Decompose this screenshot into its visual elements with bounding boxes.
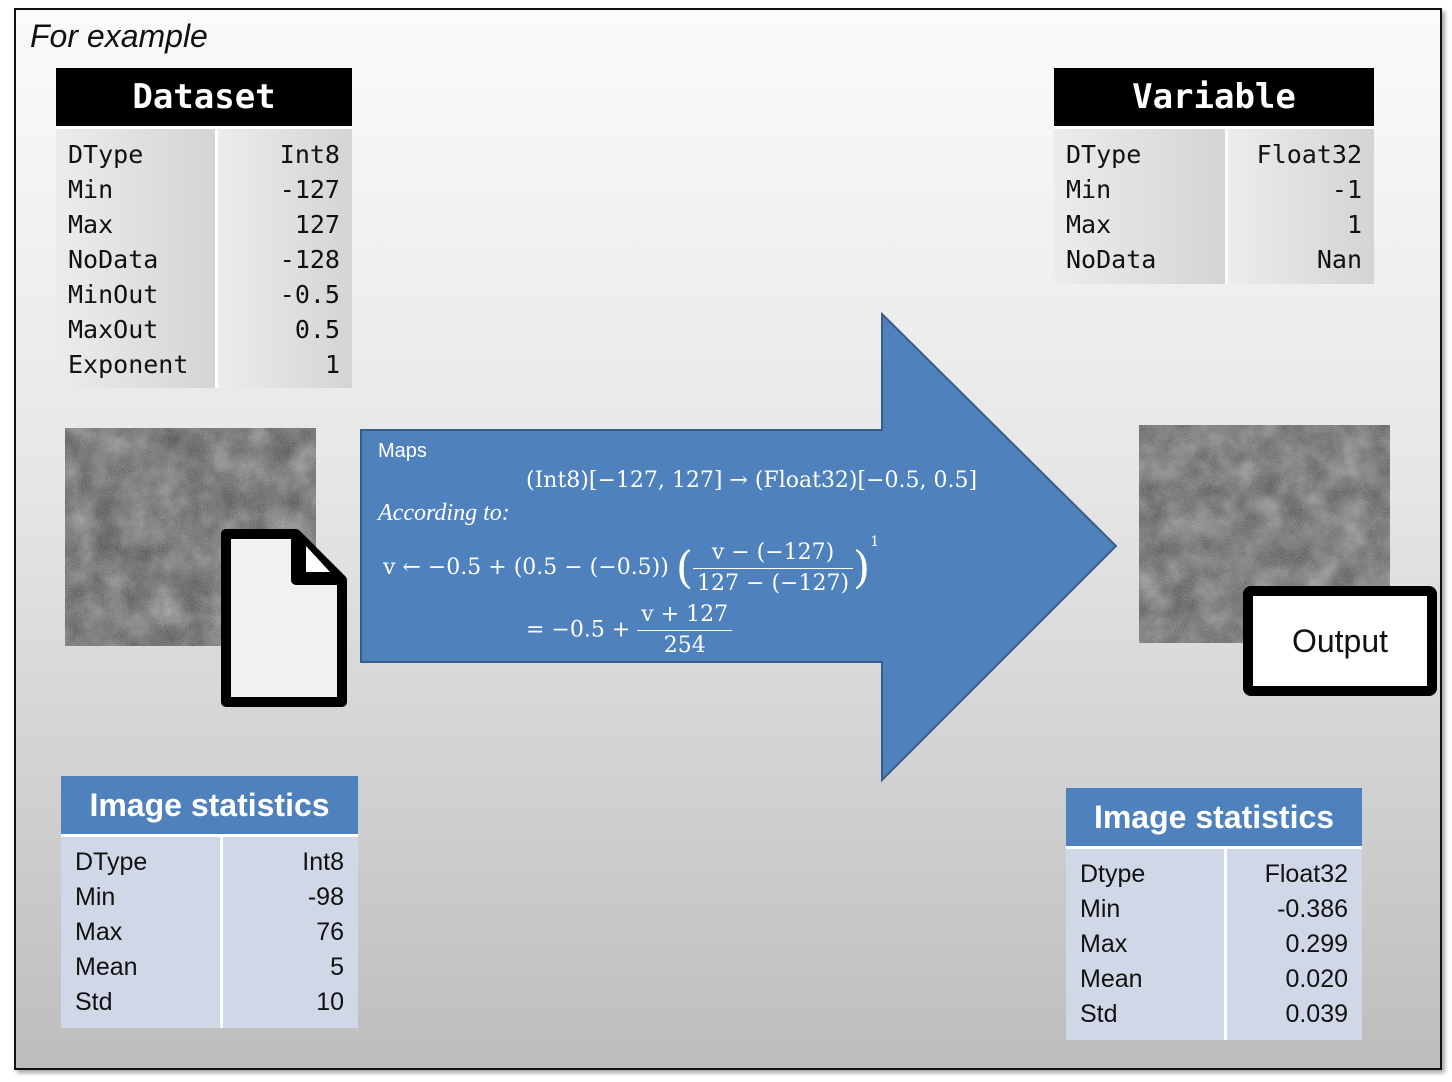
variable-table: Variable DType Min Max NoData Float32 -1 1 Nan: [1054, 68, 1374, 284]
input-stats-keys: DType Min Max Mean Std: [61, 837, 223, 1028]
row-value: 1: [324, 350, 340, 379]
arrow-shape: [360, 311, 1118, 783]
row-value: Float32: [1264, 860, 1348, 888]
equation-1: v ← −0.5 + (0.5 − (−0.5)) (v − (−127) 127…: [383, 534, 879, 599]
eq2-lhs: = −0.5 +: [526, 617, 631, 643]
row-key: MinOut: [68, 280, 159, 309]
row-key: Std: [75, 988, 113, 1016]
row-key: Min: [1080, 895, 1121, 923]
input-stats-values: Int8 -98 76 5 10: [223, 837, 358, 1028]
variable-keys: DType Min Max NoData: [1054, 129, 1228, 284]
row-key: Min: [75, 883, 116, 911]
input-stats-title: Image statistics: [61, 776, 358, 834]
paren-open: (: [675, 542, 694, 594]
row-value: Int8: [279, 140, 340, 169]
equation-2: = −0.5 + v + 127 254: [526, 600, 733, 661]
row-key: Dtype: [1080, 860, 1146, 888]
paren-close: ): [853, 542, 871, 594]
row-key: Min: [68, 175, 114, 204]
row-key: Exponent: [68, 350, 189, 379]
caption: For example: [30, 18, 208, 54]
row-value: -98: [307, 883, 344, 911]
row-key: Max: [68, 210, 114, 239]
row-key: Max: [1080, 930, 1128, 958]
row-key: Min: [1066, 175, 1112, 204]
eq1-exponent: 1: [870, 534, 880, 550]
output-stats-table: Image statistics Dtype Min Max Mean Std Floa…: [1066, 788, 1362, 1040]
variable-title: Variable: [1054, 68, 1374, 126]
eq2-fraction: v + 127 254: [637, 600, 733, 661]
row-value: Int8: [302, 848, 344, 876]
row-value: -127: [279, 175, 340, 204]
output-stats-keys: Dtype Min Max Mean Std: [1066, 849, 1227, 1040]
row-value: -0.5: [279, 280, 340, 309]
row-value: -0.386: [1277, 895, 1348, 923]
row-value: 5: [330, 953, 344, 981]
row-key: MaxOut: [68, 315, 159, 344]
dataset-table: Dataset DType Min Max NoData MinOut MaxOut Exp…: [56, 68, 352, 388]
dataset-keys: DType Min Max NoData MinOut MaxOut Exponent: [56, 129, 218, 388]
row-value: 0.299: [1285, 930, 1348, 958]
row-key: Mean: [1080, 965, 1143, 993]
row-key: DType: [68, 140, 144, 169]
row-key: Mean: [75, 953, 138, 981]
row-value: Nan: [1316, 245, 1362, 274]
eq2-num: v + 127: [637, 600, 733, 631]
row-key: NoData: [1066, 245, 1157, 274]
eq1-lhs: v ← −0.5 + (0.5 − (−0.5)): [383, 555, 669, 580]
row-value: 0.039: [1285, 1000, 1348, 1028]
row-value: 0.020: [1285, 965, 1348, 993]
maps-label: Maps: [378, 440, 427, 462]
mapping-expression: (Int8)[−127, 127] → (Float32)[−0.5, 0.5]: [526, 468, 978, 493]
row-key: Max: [1066, 210, 1112, 239]
output-label-box: Output: [1243, 586, 1437, 696]
input-stats-table: Image statistics DType Min Max Mean Std Int8…: [61, 776, 358, 1028]
eq1-fraction: v − (−127) 127 − (−127): [693, 538, 854, 599]
row-value: Float32: [1256, 140, 1362, 169]
row-key: DType: [75, 848, 148, 876]
according-label: According to:: [378, 500, 510, 526]
row-value: 10: [316, 988, 344, 1016]
row-value: 76: [316, 918, 344, 946]
document-icon: [221, 529, 347, 707]
row-value: 1: [1346, 210, 1362, 239]
row-value: -1: [1331, 175, 1362, 204]
eq1-den: 127 − (−127): [697, 570, 850, 596]
row-value: 0.5: [294, 315, 340, 344]
output-stats-values: Float32 -0.386 0.299 0.020 0.039: [1227, 849, 1362, 1040]
row-key: Std: [1080, 1000, 1118, 1028]
row-value: -128: [279, 245, 340, 274]
row-key: NoData: [68, 245, 159, 274]
row-key: DType: [1066, 140, 1142, 169]
input-satellite-image: [65, 428, 316, 646]
eq2-den: 254: [663, 633, 706, 658]
output-stats-title: Image statistics: [1066, 788, 1362, 846]
eq1-num: v − (−127): [693, 538, 854, 569]
dataset-title: Dataset: [56, 68, 352, 126]
row-value: 127: [294, 210, 340, 239]
dataset-values: Int8 -127 127 -128 -0.5 0.5 1: [218, 129, 352, 388]
variable-values: Float32 -1 1 Nan: [1228, 129, 1374, 284]
row-key: Max: [75, 918, 123, 946]
